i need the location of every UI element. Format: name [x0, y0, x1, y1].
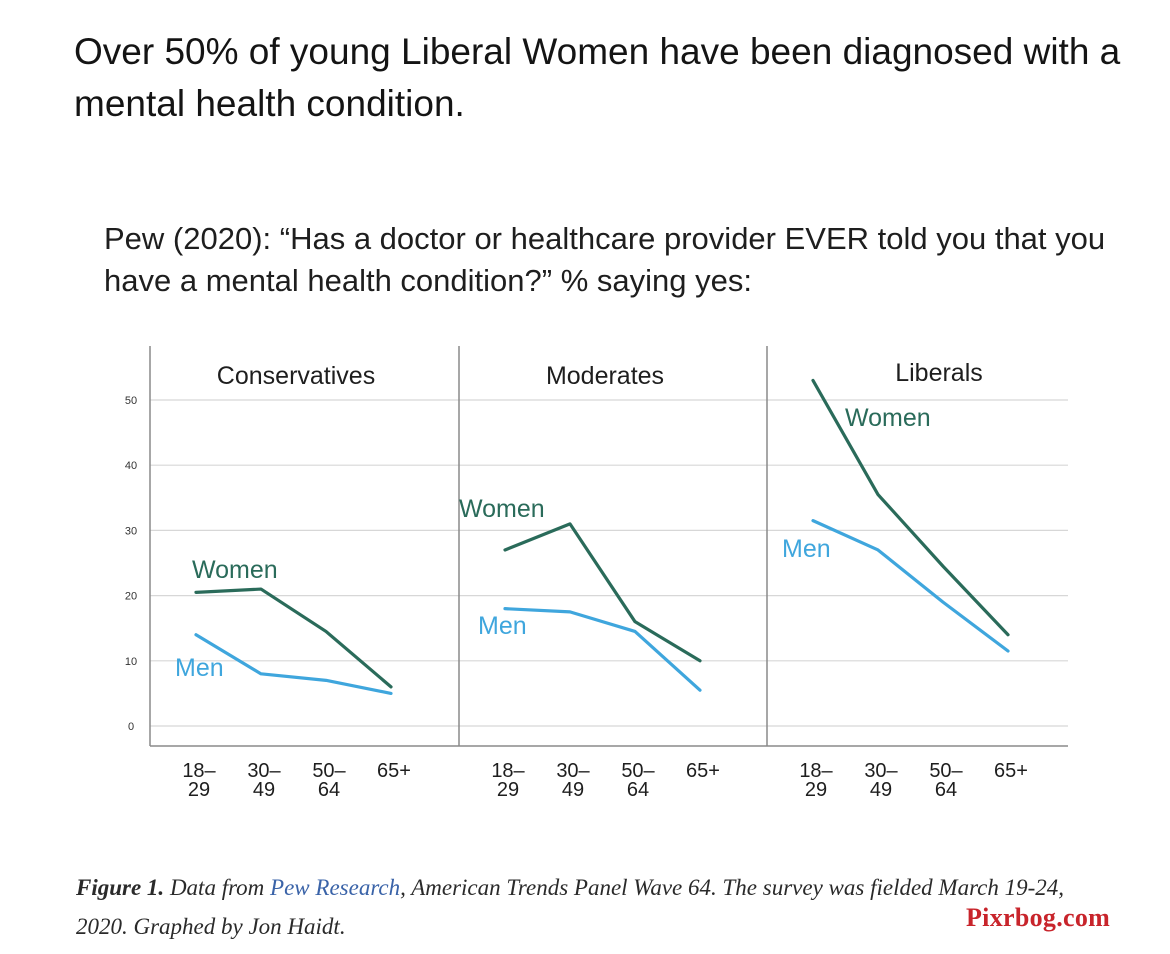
x-tick-label: 18– 29 — [182, 760, 216, 801]
x-tick-label-line: 50– — [621, 760, 655, 782]
x-tick-label-line: 64 — [318, 779, 340, 801]
x-tick-label-line: 65+ — [377, 760, 411, 782]
x-tick-label: 65+ — [994, 760, 1028, 782]
caption-text-after: , American Trends Panel Wave 64. The sur… — [76, 875, 1065, 939]
chart-title: Pew (2020): “Has a doctor or healthcare … — [104, 221, 1106, 298]
series-label-men: Men — [175, 654, 224, 682]
y-tick-label: 50 — [125, 395, 137, 407]
post-headline: Over 50% of young Liberal Women have bee… — [74, 31, 1121, 124]
x-tick-label: 30– 49 — [247, 760, 281, 801]
figure-label: Figure 1. — [76, 875, 165, 900]
panel-title: Moderates — [546, 362, 664, 390]
x-tick-label: 30– 49 — [556, 760, 590, 801]
x-tick-label-line: 65+ — [994, 760, 1028, 782]
series-line-women — [194, 587, 393, 689]
series-line-women — [503, 522, 702, 663]
x-tick-label: 50– 64 — [621, 760, 655, 801]
series-label-women: Women — [845, 404, 931, 432]
series-line-men — [811, 519, 1010, 653]
y-tick-label: 30 — [125, 525, 137, 537]
watermark-logo: Pixrbog.com — [966, 903, 1111, 932]
series-line-men — [194, 633, 393, 696]
x-tick-label: 65+ — [377, 760, 411, 782]
x-tick-label-line: 49 — [253, 779, 275, 801]
x-tick-label-line: 49 — [562, 779, 584, 801]
x-tick-label-line: 50– — [312, 760, 346, 782]
series-label-women: Women — [459, 495, 545, 523]
x-tick-label-line: 65+ — [686, 760, 720, 782]
x-tick-label: 30– 49 — [864, 760, 898, 801]
x-tick-label: 50– 64 — [929, 760, 963, 801]
x-tick-label-line: 18– — [799, 760, 833, 782]
x-tick-label-line: 29 — [497, 779, 519, 801]
y-tick-label: 0 — [128, 721, 134, 733]
x-tick-label-line: 30– — [556, 760, 590, 782]
series-line-women — [811, 378, 1010, 637]
panel-title: Liberals — [895, 359, 983, 387]
caption-text-before: Data from — [164, 875, 271, 900]
y-tick-label: 10 — [125, 656, 137, 668]
x-tick-label-line: 29 — [188, 779, 210, 801]
source-link[interactable]: Pew Research — [270, 875, 401, 900]
series-line-men — [503, 607, 702, 692]
series-label-women: Women — [192, 556, 278, 584]
x-tick-label: 18– 29 — [799, 760, 833, 801]
x-tick-label: 65+ — [686, 760, 720, 782]
panel-title: Conservatives — [217, 362, 375, 390]
y-tick-label: 20 — [125, 591, 137, 603]
x-tick-label-line: 64 — [935, 779, 957, 801]
series-label-men: Men — [478, 612, 527, 640]
x-tick-label-line: 29 — [805, 779, 827, 801]
x-tick-label-line: 30– — [247, 760, 281, 782]
y-tick-label: 40 — [125, 460, 137, 472]
x-tick-label-line: 64 — [627, 779, 649, 801]
x-tick-label-line: 30– — [864, 760, 898, 782]
x-tick-label: 50– 64 — [312, 760, 346, 801]
x-tick-label-line: 50– — [929, 760, 963, 782]
x-tick-label-line: 18– — [491, 760, 525, 782]
x-tick-label-line: 49 — [870, 779, 892, 801]
x-tick-label: 18– 29 — [491, 760, 525, 801]
x-tick-label-line: 18– — [182, 760, 216, 782]
figure-caption: Figure 1. Data from Pew Research, Americ… — [76, 868, 1096, 946]
series-label-men: Men — [782, 535, 831, 563]
